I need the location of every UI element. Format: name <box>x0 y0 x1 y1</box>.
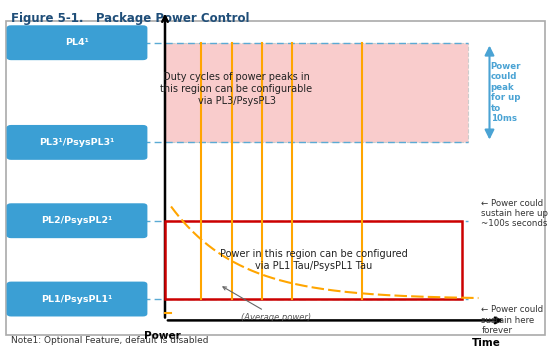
Bar <box>165 43 468 142</box>
Text: Power: Power <box>144 331 180 341</box>
Text: ← Power could
sustain here
forever: ← Power could sustain here forever <box>481 305 543 335</box>
Text: Time: Time <box>472 338 501 348</box>
Text: PL1/PsysPL1¹: PL1/PsysPL1¹ <box>41 294 113 304</box>
Text: Power
could
peak
for up
to
10ms: Power could peak for up to 10ms <box>491 62 521 123</box>
Text: Power in this region can be configured
via PL1 Tau/PsysPL1 Tau: Power in this region can be configured v… <box>219 249 408 271</box>
Text: Figure 5-1.   Package Power Control: Figure 5-1. Package Power Control <box>11 12 250 26</box>
Bar <box>165 221 462 299</box>
Text: (Average power): (Average power) <box>223 287 311 323</box>
Text: PL3¹/PsysPL3¹: PL3¹/PsysPL3¹ <box>39 138 115 147</box>
Text: PL2/PsysPL2¹: PL2/PsysPL2¹ <box>41 216 113 225</box>
Text: Duty cycles of power peaks in
this region can be configurable
via PL3/PsysPL3: Duty cycles of power peaks in this regio… <box>161 72 312 106</box>
Text: ← Power could
sustain here up to
~100s seconds: ← Power could sustain here up to ~100s s… <box>481 199 550 229</box>
FancyBboxPatch shape <box>7 125 147 160</box>
Text: Note1: Optional Feature, default is disabled: Note1: Optional Feature, default is disa… <box>11 336 208 345</box>
FancyBboxPatch shape <box>7 203 147 238</box>
FancyBboxPatch shape <box>7 25 147 60</box>
FancyBboxPatch shape <box>7 282 147 316</box>
Text: PL4¹: PL4¹ <box>65 38 89 47</box>
Bar <box>6 21 544 335</box>
